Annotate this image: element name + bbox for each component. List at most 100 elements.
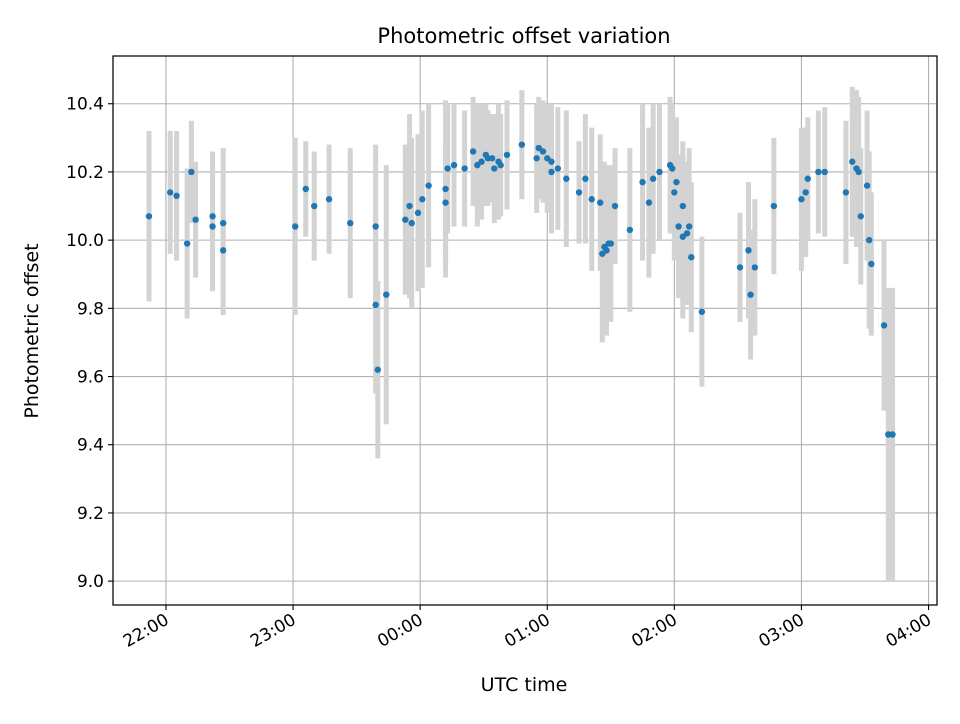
plot-frame bbox=[112, 55, 938, 606]
data-point bbox=[611, 202, 619, 210]
data-point bbox=[596, 199, 604, 206]
data-point bbox=[518, 141, 526, 148]
data-point bbox=[219, 219, 227, 227]
x-tick-label: 02:00 bbox=[628, 610, 680, 652]
data-point bbox=[145, 213, 153, 220]
data-point bbox=[219, 247, 227, 254]
data-point bbox=[857, 213, 864, 220]
x-tick-label: 00:00 bbox=[374, 610, 426, 652]
x-tick-label: 03:00 bbox=[755, 610, 807, 652]
data-point bbox=[575, 189, 583, 196]
data-point bbox=[291, 223, 299, 230]
data-point bbox=[679, 202, 687, 210]
data-point bbox=[347, 219, 354, 227]
data-point bbox=[685, 223, 693, 230]
data-point bbox=[478, 158, 485, 165]
data-point bbox=[683, 230, 691, 237]
chart-title: Photometric offset variation bbox=[377, 24, 670, 48]
x-tick-label: 01:00 bbox=[501, 610, 553, 652]
data-point bbox=[425, 182, 432, 189]
data-point bbox=[503, 151, 511, 159]
data-point bbox=[645, 199, 653, 206]
y-tick-label: 10.0 bbox=[66, 231, 104, 251]
y-tick-label: 9.2 bbox=[77, 504, 104, 524]
data-point bbox=[209, 223, 216, 230]
data-point bbox=[626, 226, 634, 234]
x-axis-ticks: 22:00 23:00 00:00 01:00 02:00 03:00 04:00 bbox=[120, 605, 935, 652]
data-point bbox=[747, 291, 754, 298]
y-tick-label: 9.8 bbox=[77, 299, 104, 319]
y-tick-label: 10.2 bbox=[66, 163, 104, 183]
data-point bbox=[607, 240, 614, 247]
data-point bbox=[188, 168, 195, 176]
data-point bbox=[491, 165, 498, 172]
y-tick-label: 9.0 bbox=[77, 572, 104, 592]
data-point bbox=[802, 189, 809, 196]
data-point bbox=[889, 431, 896, 438]
data-point bbox=[688, 253, 695, 261]
data-point bbox=[736, 264, 744, 271]
y-tick-label: 9.6 bbox=[77, 368, 104, 388]
data-point bbox=[539, 148, 547, 155]
data-point bbox=[173, 192, 180, 200]
data-point bbox=[669, 165, 676, 172]
data-point bbox=[497, 161, 504, 169]
data-point bbox=[548, 158, 555, 165]
y-axis-label: Photometric offset bbox=[21, 243, 43, 418]
data-point bbox=[815, 168, 822, 176]
data-point bbox=[849, 158, 856, 165]
data-point bbox=[582, 175, 589, 182]
data-point bbox=[442, 199, 449, 206]
data-point bbox=[419, 196, 426, 203]
data-point bbox=[798, 196, 805, 203]
data-point bbox=[533, 155, 540, 162]
data-point bbox=[548, 168, 555, 176]
data-point bbox=[639, 178, 646, 186]
data-point bbox=[698, 308, 706, 315]
data-point bbox=[442, 185, 449, 193]
data-point bbox=[880, 322, 888, 329]
data-point bbox=[311, 202, 318, 210]
data-point bbox=[372, 223, 379, 230]
data-point bbox=[868, 260, 875, 268]
data-point bbox=[866, 236, 873, 244]
data-point bbox=[192, 216, 199, 223]
data-point bbox=[770, 202, 778, 210]
data-point bbox=[183, 240, 191, 247]
data-point bbox=[563, 175, 570, 182]
data-point bbox=[402, 216, 409, 223]
x-axis-label: UTC time bbox=[481, 674, 568, 696]
data-point bbox=[751, 264, 759, 271]
x-tick-label: 04:00 bbox=[883, 610, 935, 652]
x-tick-label: 22:00 bbox=[120, 610, 172, 652]
data-point bbox=[603, 247, 610, 254]
data-point bbox=[649, 175, 657, 182]
error-bars bbox=[146, 86, 896, 582]
data-point bbox=[588, 196, 595, 203]
y-tick-label: 10.4 bbox=[66, 95, 104, 115]
data-point bbox=[166, 189, 174, 196]
data-point bbox=[374, 366, 381, 373]
data-point bbox=[408, 219, 415, 227]
data-point bbox=[469, 148, 477, 155]
data-point bbox=[488, 155, 496, 162]
data-point bbox=[656, 168, 663, 176]
data-point bbox=[745, 247, 752, 254]
data-point bbox=[461, 165, 468, 172]
data-point bbox=[821, 168, 828, 176]
data-points bbox=[145, 141, 896, 438]
data-point bbox=[673, 178, 680, 186]
data-point bbox=[855, 168, 862, 176]
data-point bbox=[444, 165, 451, 172]
data-point bbox=[414, 209, 422, 217]
data-point bbox=[383, 291, 390, 298]
data-point bbox=[554, 165, 562, 172]
data-point bbox=[671, 189, 678, 196]
data-point bbox=[372, 301, 379, 309]
data-point bbox=[450, 161, 458, 169]
data-point bbox=[863, 182, 871, 189]
data-point bbox=[842, 189, 850, 196]
data-point bbox=[804, 175, 811, 182]
y-axis-ticks: 9.0 9.2 9.4 9.6 9.8 10.0 10.2 10.4 bbox=[66, 95, 113, 592]
